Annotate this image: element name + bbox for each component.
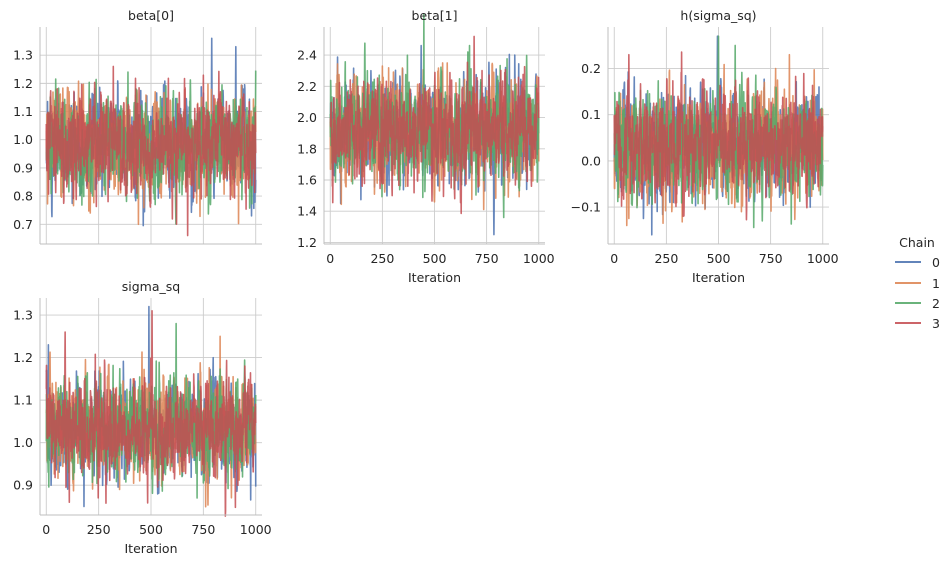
legend-label: 1 xyxy=(932,276,940,291)
y-tick-label: 1.2 xyxy=(13,76,33,91)
y-tick-label: 1.0 xyxy=(13,435,33,450)
y-tick-label: 0.9 xyxy=(13,478,33,493)
x-tick-label: 0 xyxy=(326,251,334,266)
panel-sigma-sq: 0.91.01.11.21.3 0 250 500 750 1000 sigma_sq … xyxy=(13,279,272,556)
panel-axes xyxy=(323,27,545,245)
x-axis-label: Iteration xyxy=(124,541,177,556)
legend-entry-chain-0: 0 xyxy=(895,255,940,270)
series-line-chain-3 xyxy=(613,51,824,221)
y-tick-label: 1.0 xyxy=(13,132,33,147)
y-tick-label: 0.7 xyxy=(13,217,33,232)
x-tick-label: 750 xyxy=(759,251,783,266)
x-axis-label: Iteration xyxy=(692,270,745,285)
y-tick-label: 2.4 xyxy=(297,48,317,63)
y-tick-label: 1.4 xyxy=(297,204,317,219)
x-tick-label: 500 xyxy=(707,251,731,266)
legend-entry-chain-3: 3 xyxy=(895,316,940,331)
panel-beta-0: 0.7 0.8 0.9 1.0 1.1 1.2 1.3 beta[0] xyxy=(13,8,262,245)
y-tick-label: 2.2 xyxy=(297,79,317,94)
x-tick-label: 500 xyxy=(423,251,447,266)
panel-title: h(sigma_sq) xyxy=(680,8,756,23)
x-axis-label: Iteration xyxy=(408,270,461,285)
x-tick-labels: 0 250 500 750 1000 xyxy=(42,522,271,537)
y-tick-label: 1.8 xyxy=(297,141,317,156)
x-tick-label: 750 xyxy=(191,522,215,537)
y-tick-labels: −0.1 0.0 0.1 0.2 xyxy=(571,61,601,215)
x-tick-label: 1000 xyxy=(807,251,839,266)
y-tick-label: −0.1 xyxy=(571,200,601,215)
y-tick-label: 1.3 xyxy=(13,48,33,63)
y-tick-label: 0.2 xyxy=(581,61,601,76)
legend: Chain 0 1 2 3 xyxy=(895,235,940,331)
y-tick-label: 1.2 xyxy=(13,350,33,365)
series-line-chain-3 xyxy=(45,65,257,237)
y-tick-label: 1.3 xyxy=(13,308,33,323)
legend-label: 3 xyxy=(932,316,940,331)
legend-label: 2 xyxy=(932,296,940,311)
x-tick-label: 250 xyxy=(370,251,394,266)
panel-beta-1: 1.2 1.4 1.6 1.8 2.0 2.2 2.4 0 250 500 750 1000 bet… xyxy=(297,8,555,285)
panel-title: beta[1] xyxy=(412,8,458,23)
y-tick-label: 0.0 xyxy=(581,153,601,168)
x-tick-labels: 0 250 500 750 1000 xyxy=(326,251,554,266)
panel-series xyxy=(613,35,824,236)
y-tick-label: 2.0 xyxy=(297,110,317,125)
series-line-chain-3 xyxy=(329,35,540,215)
legend-title: Chain xyxy=(899,235,935,250)
panel-h-sigma-sq: −0.1 0.0 0.1 0.2 0 250 500 750 1000 h(sigma_sq)… xyxy=(571,8,839,285)
y-tick-labels: 0.7 0.8 0.9 1.0 1.1 1.2 1.3 xyxy=(13,48,33,232)
x-tick-labels: 0 250 500 750 1000 xyxy=(610,251,838,266)
y-tick-label: 0.1 xyxy=(581,107,601,122)
panel-axes xyxy=(39,27,262,245)
x-tick-label: 250 xyxy=(87,522,111,537)
legend-label: 0 xyxy=(932,255,940,270)
panel-axes xyxy=(607,27,829,245)
series-line-chain-3 xyxy=(45,309,257,517)
legend-entry-chain-1: 1 xyxy=(895,276,940,291)
x-tick-label: 0 xyxy=(610,251,618,266)
y-tick-label: 0.9 xyxy=(13,160,33,175)
x-tick-label: 250 xyxy=(654,251,678,266)
panel-title: sigma_sq xyxy=(122,279,180,294)
y-tick-labels: 0.9 1.0 1.1 1.2 1.3 xyxy=(13,308,33,493)
x-tick-label: 500 xyxy=(139,522,163,537)
y-tick-labels: 1.2 1.4 1.6 1.8 2.0 2.2 2.4 xyxy=(297,48,317,250)
panel-series xyxy=(329,13,540,236)
y-tick-label: 0.8 xyxy=(13,189,33,204)
panel-series xyxy=(45,37,257,237)
x-tick-label: 1000 xyxy=(240,522,272,537)
x-tick-label: 750 xyxy=(475,251,499,266)
x-tick-label: 0 xyxy=(42,522,50,537)
legend-entry-chain-2: 2 xyxy=(895,296,940,311)
panel-axes xyxy=(39,298,262,516)
y-tick-label: 1.1 xyxy=(13,104,33,119)
panel-series xyxy=(45,305,257,517)
panel-title: beta[0] xyxy=(128,8,174,23)
y-tick-label: 1.6 xyxy=(297,172,317,187)
y-tick-label: 1.1 xyxy=(13,393,33,408)
x-tick-label: 1000 xyxy=(523,251,555,266)
y-tick-label: 1.2 xyxy=(297,235,317,250)
